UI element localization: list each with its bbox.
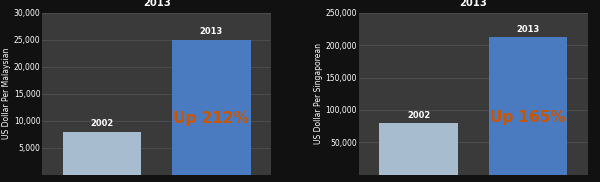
Text: 2013: 2013 bbox=[516, 25, 539, 34]
Text: 2013: 2013 bbox=[143, 0, 170, 8]
Text: Up 165%: Up 165% bbox=[490, 110, 566, 124]
Y-axis label: US Dollar Per Singaporean: US Dollar Per Singaporean bbox=[314, 43, 323, 144]
Text: 2002: 2002 bbox=[91, 119, 114, 128]
Y-axis label: US Dollar Per Malaysian: US Dollar Per Malaysian bbox=[2, 48, 11, 139]
Bar bbox=[172, 40, 251, 175]
Bar bbox=[488, 37, 567, 175]
Text: 2013: 2013 bbox=[200, 27, 223, 37]
Text: Up 212%: Up 212% bbox=[173, 110, 249, 126]
Text: 2002: 2002 bbox=[407, 111, 430, 120]
Bar bbox=[379, 123, 458, 175]
Bar bbox=[63, 132, 142, 175]
Text: 2013: 2013 bbox=[460, 0, 487, 8]
